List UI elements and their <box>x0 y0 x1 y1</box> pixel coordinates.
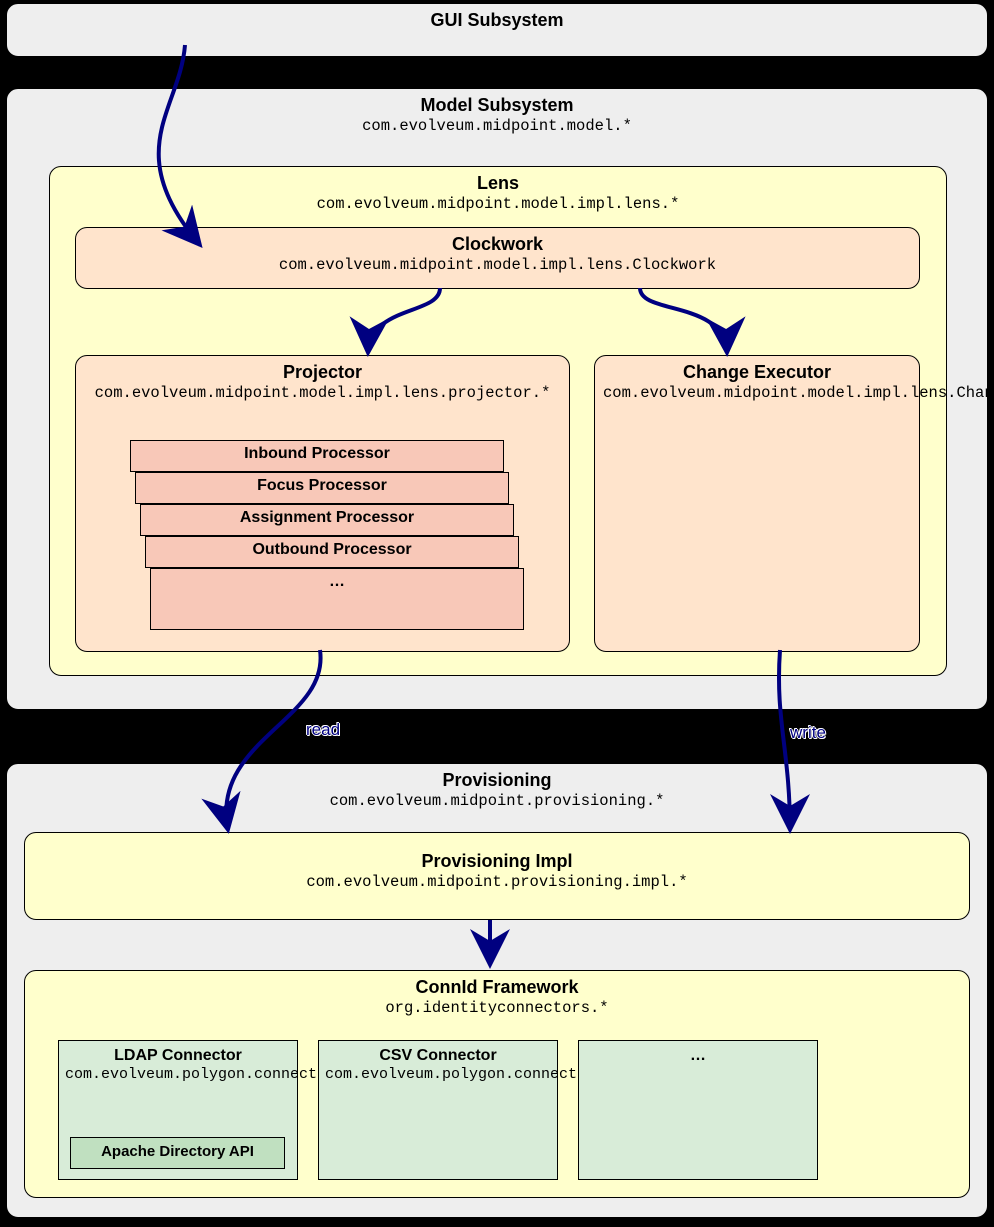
ldap-package: com.evolveum.polygon.connector.ldap.* <box>59 1065 297 1085</box>
provisioning-package: com.evolveum.midpoint.provisioning.* <box>7 791 987 811</box>
provisioning-title: Provisioning <box>7 764 987 791</box>
csv-package: com.evolveum.polygon.connector.csv.* <box>319 1065 557 1085</box>
model-title: Model Subsystem <box>7 89 987 116</box>
write-label: write <box>790 723 826 743</box>
projector-package: com.evolveum.midpoint.model.impl.lens.pr… <box>76 383 569 403</box>
connid-package: org.identityconnectors.* <box>25 998 969 1018</box>
more-conn-title: … <box>579 1041 817 1065</box>
gui-subsystem-box: GUI Subsystem <box>6 3 988 57</box>
clockwork-title: Clockwork <box>76 228 919 255</box>
gui-title: GUI Subsystem <box>7 4 987 31</box>
csv-connector-box: CSV Connector com.evolveum.polygon.conne… <box>318 1040 558 1180</box>
lens-title: Lens <box>50 167 946 194</box>
lens-package: com.evolveum.midpoint.model.impl.lens.* <box>50 194 946 214</box>
processor-outbound: Outbound Processor <box>145 536 519 568</box>
csv-title: CSV Connector <box>319 1041 557 1065</box>
processor-more: … <box>150 568 524 630</box>
ldap-title: LDAP Connector <box>59 1041 297 1065</box>
projector-title: Projector <box>76 356 569 383</box>
clockwork-box: Clockwork com.evolveum.midpoint.model.im… <box>75 227 920 289</box>
read-label: read <box>306 720 340 740</box>
more-connectors-box: … <box>578 1040 818 1180</box>
change-executor-box: Change Executor com.evolveum.midpoint.mo… <box>594 355 920 652</box>
processor-inbound: Inbound Processor <box>130 440 504 472</box>
clockwork-package: com.evolveum.midpoint.model.impl.lens.Cl… <box>76 255 919 275</box>
processor-assignment: Assignment Processor <box>140 504 514 536</box>
provisioning-impl-box: Provisioning Impl com.evolveum.midpoint.… <box>24 832 970 920</box>
change-executor-title: Change Executor <box>595 356 919 383</box>
apache-directory-api-box: Apache Directory API <box>70 1137 285 1169</box>
provisioning-impl-title: Provisioning Impl <box>25 833 969 872</box>
provisioning-impl-package: com.evolveum.midpoint.provisioning.impl.… <box>25 872 969 892</box>
model-package: com.evolveum.midpoint.model.* <box>7 116 987 136</box>
processor-focus: Focus Processor <box>135 472 509 504</box>
change-executor-package: com.evolveum.midpoint.model.impl.lens.Ch… <box>595 383 919 403</box>
connid-title: ConnId Framework <box>25 971 969 998</box>
